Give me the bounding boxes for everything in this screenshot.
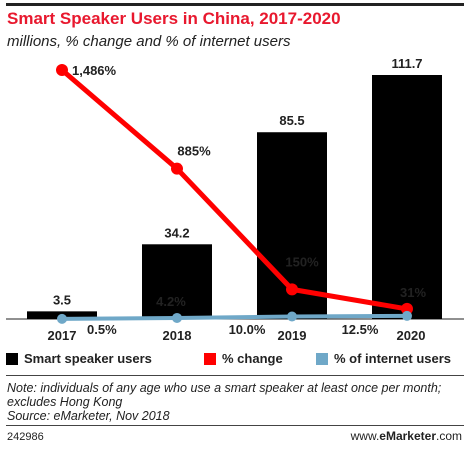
- chart-id: 242986: [7, 431, 44, 443]
- percent-change-label-2020: 31%: [400, 285, 426, 300]
- legend-swatch-percent-internet-users: [316, 352, 328, 365]
- legend-label-percent-internet-users: % of internet users: [334, 351, 452, 366]
- legend-item-percent-internet-users: % of internet users: [316, 351, 451, 366]
- percent-change-label-2019: 150%: [285, 254, 319, 269]
- x-tick-label-2017: 2017: [48, 328, 77, 343]
- percent-change-point-2019: [286, 283, 298, 296]
- legend-label-smart-speaker-users: Smart speaker users: [24, 351, 152, 366]
- percent-internet-users-label-2018: 4.2%: [156, 294, 186, 309]
- bar-2020: [372, 75, 442, 319]
- legend-label-percent-change: % change: [222, 351, 283, 366]
- chart-note: Note: individuals of any age who use a s…: [7, 381, 463, 423]
- emarketer-link[interactable]: www.eMarketer.com: [351, 429, 462, 443]
- legend: Smart speaker users % change % of intern…: [6, 351, 466, 369]
- percent-internet-users-point-2017: [57, 313, 67, 324]
- percent-internet-users-point-2019: [287, 311, 297, 322]
- bar-2018: [142, 244, 212, 319]
- note-divider: [6, 375, 464, 376]
- percent-internet-users-point-2018: [172, 312, 182, 323]
- percent-internet-users-line: [61, 313, 408, 321]
- legend-swatch-percent-change: [204, 352, 216, 365]
- x-tick-label-2019: 2019: [278, 328, 307, 343]
- percent-change-label-2017: 1,486%: [72, 63, 117, 78]
- brand-prefix: www.: [350, 429, 380, 443]
- legend-item-smart-speaker-users: Smart speaker users: [6, 351, 152, 366]
- chart-plot: 3.5 34.2 85.5 111.7 1,486% 885% 150% 31% 0.5% 4.2…: [6, 56, 464, 343]
- percent-internet-users-label-2020: 12.5%: [342, 322, 379, 337]
- percent-change-label-2018: 885%: [177, 144, 211, 159]
- footer-divider: [6, 425, 464, 426]
- percent-internet-users-label-2019: 10.0%: [229, 322, 266, 337]
- bar-label-2019: 85.5: [279, 113, 304, 128]
- bar-label-2017: 3.5: [53, 292, 71, 307]
- x-tick-label-2018: 2018: [163, 328, 192, 343]
- brand-name: eMarketer: [379, 429, 436, 443]
- percent-internet-users-point-2020: [402, 310, 412, 321]
- percent-change-point-2017: [56, 64, 68, 76]
- bar-label-2018: 34.2: [164, 225, 189, 240]
- percent-change-line: [59, 67, 410, 312]
- bar-label-2020: 111.7: [391, 56, 422, 71]
- source-text: Source: eMarketer, Nov 2018: [7, 409, 170, 423]
- percent-change-point-2018: [171, 162, 183, 175]
- legend-swatch-smart-speaker-users: [6, 352, 18, 365]
- legend-item-percent-change: % change: [204, 351, 283, 366]
- brand-suffix: .com: [435, 429, 462, 443]
- chart-subtitle: millions, % change and % of internet use…: [7, 33, 291, 50]
- note-text: Note: individuals of any age who use a s…: [7, 381, 442, 409]
- percent-internet-users-label-2017: 0.5%: [87, 322, 117, 337]
- x-tick-label-2020: 2020: [397, 328, 426, 343]
- top-rule: [6, 3, 464, 6]
- chart-title: Smart Speaker Users in China, 2017-2020: [7, 9, 341, 28]
